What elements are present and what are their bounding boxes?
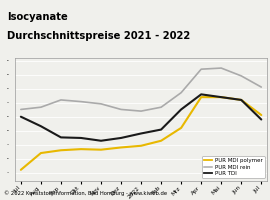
- Text: Isocyanate: Isocyanate: [7, 12, 68, 22]
- Text: © 2022 Kunststoff Information, Bad Homburg - www.kiweb.de: © 2022 Kunststoff Information, Bad Hombu…: [4, 190, 167, 196]
- Text: Durchschnittspreise 2021 - 2022: Durchschnittspreise 2021 - 2022: [7, 31, 190, 41]
- Legend: PUR MDI polymer, PUR MDI rein, PUR TDI: PUR MDI polymer, PUR MDI rein, PUR TDI: [202, 156, 265, 178]
